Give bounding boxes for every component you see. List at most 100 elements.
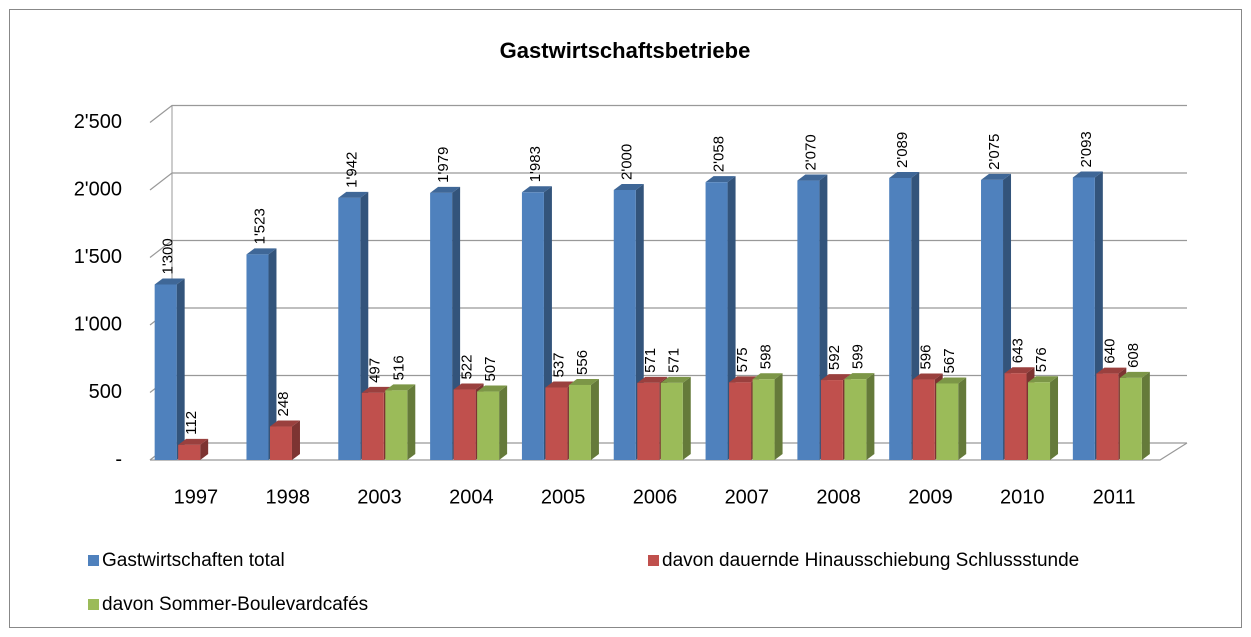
x-tick-label: 2003 <box>357 486 402 508</box>
data-label: 516 <box>390 355 407 380</box>
bar-top <box>981 173 1012 180</box>
x-tick-label: 2009 <box>908 486 953 508</box>
bar-top <box>1119 371 1150 378</box>
data-label: 1'983 <box>527 146 544 182</box>
bar-front <box>797 180 820 461</box>
bar <box>1119 371 1150 460</box>
data-label: 112 <box>183 411 200 435</box>
bar <box>385 384 416 460</box>
y-tick-label: 1'000 <box>74 313 122 335</box>
data-label: 576 <box>1033 347 1050 372</box>
bar-front <box>453 389 476 460</box>
bar-side <box>958 377 967 460</box>
bar-top <box>820 374 851 381</box>
bar-front <box>154 284 177 460</box>
data-label: 2'070 <box>802 134 819 170</box>
data-label: 556 <box>574 350 591 375</box>
data-label: 522 <box>459 354 476 379</box>
bar-front <box>752 379 775 460</box>
bar-top <box>430 186 461 193</box>
data-label: 2'058 <box>711 136 728 172</box>
bar-top <box>269 420 300 427</box>
bar-front <box>1119 377 1142 460</box>
bar-side <box>866 373 875 460</box>
bar-front <box>246 254 269 460</box>
data-label: 643 <box>1009 338 1026 363</box>
bar <box>477 385 508 460</box>
bar-top <box>752 373 783 380</box>
bar-top <box>178 438 209 445</box>
y-tick-label: 2'000 <box>74 178 122 200</box>
bar-front <box>385 390 408 460</box>
data-label: 497 <box>367 358 384 383</box>
bar <box>660 376 691 460</box>
bar-front <box>1028 382 1051 460</box>
data-label: 599 <box>849 344 866 369</box>
y-tick-label: 2'500 <box>74 111 122 133</box>
bar-top <box>521 186 552 193</box>
bar-front <box>729 382 752 460</box>
bar-side <box>774 373 783 460</box>
bar-top <box>1004 367 1035 374</box>
bar-front <box>981 179 1004 460</box>
bar-top <box>477 385 508 392</box>
data-label: 567 <box>941 348 958 373</box>
x-tick-label: 2005 <box>541 486 586 508</box>
bar-side <box>200 438 209 460</box>
bar-side <box>291 420 300 460</box>
bar-front <box>705 182 728 461</box>
bar-top <box>729 376 760 383</box>
bar <box>844 373 875 460</box>
bar-side <box>1050 376 1059 460</box>
bar-top <box>361 386 392 393</box>
bar-front <box>820 380 843 460</box>
data-label: 2'075 <box>986 134 1003 170</box>
bar-front <box>477 391 500 460</box>
legend-swatch <box>88 599 99 610</box>
data-label: 592 <box>826 345 843 370</box>
bar-front <box>613 190 636 460</box>
bar-top <box>1072 171 1103 178</box>
bar-top <box>1096 367 1127 374</box>
bar-top <box>154 278 185 285</box>
bar-front <box>545 387 568 460</box>
bar-front <box>936 383 959 460</box>
bar <box>269 420 300 460</box>
data-label: 598 <box>758 344 775 369</box>
bar-front <box>338 197 361 460</box>
bar-front <box>1004 373 1027 460</box>
x-tick-label: 2004 <box>449 486 494 508</box>
bar-side <box>499 385 508 460</box>
x-tick-label: 2006 <box>633 486 678 508</box>
bar <box>936 377 967 460</box>
bar-top <box>1028 376 1059 383</box>
bar-top <box>936 377 967 384</box>
data-label: 571 <box>666 348 683 373</box>
data-label: 2'093 <box>1078 131 1095 167</box>
y-tick-label: 500 <box>89 381 122 403</box>
x-tick-label: 1998 <box>265 486 310 508</box>
data-label: 537 <box>550 352 567 377</box>
x-tick-label: 2008 <box>816 486 861 508</box>
data-label: 1'523 <box>251 208 268 244</box>
bar-front <box>660 382 683 460</box>
bar-front <box>1096 373 1119 460</box>
bar-top <box>912 373 943 380</box>
bar-top <box>889 171 920 178</box>
legend-label: davon dauernde Hinausschiebung Schlussst… <box>662 550 1079 571</box>
grid-line <box>149 239 1187 258</box>
bar-top <box>637 376 668 383</box>
bar-front <box>1072 177 1095 460</box>
bar-top <box>797 174 828 181</box>
grid-line <box>149 172 1187 191</box>
data-label: 640 <box>1101 339 1118 364</box>
data-label: 2'000 <box>619 144 636 180</box>
x-tick-label: 2010 <box>1000 486 1045 508</box>
bar-top <box>453 383 484 390</box>
bar-top <box>660 376 691 383</box>
bar-front <box>178 444 201 460</box>
bar <box>178 438 209 460</box>
bar-front <box>637 382 660 460</box>
legend-label: davon Sommer-Boulevardcafés <box>102 594 368 615</box>
